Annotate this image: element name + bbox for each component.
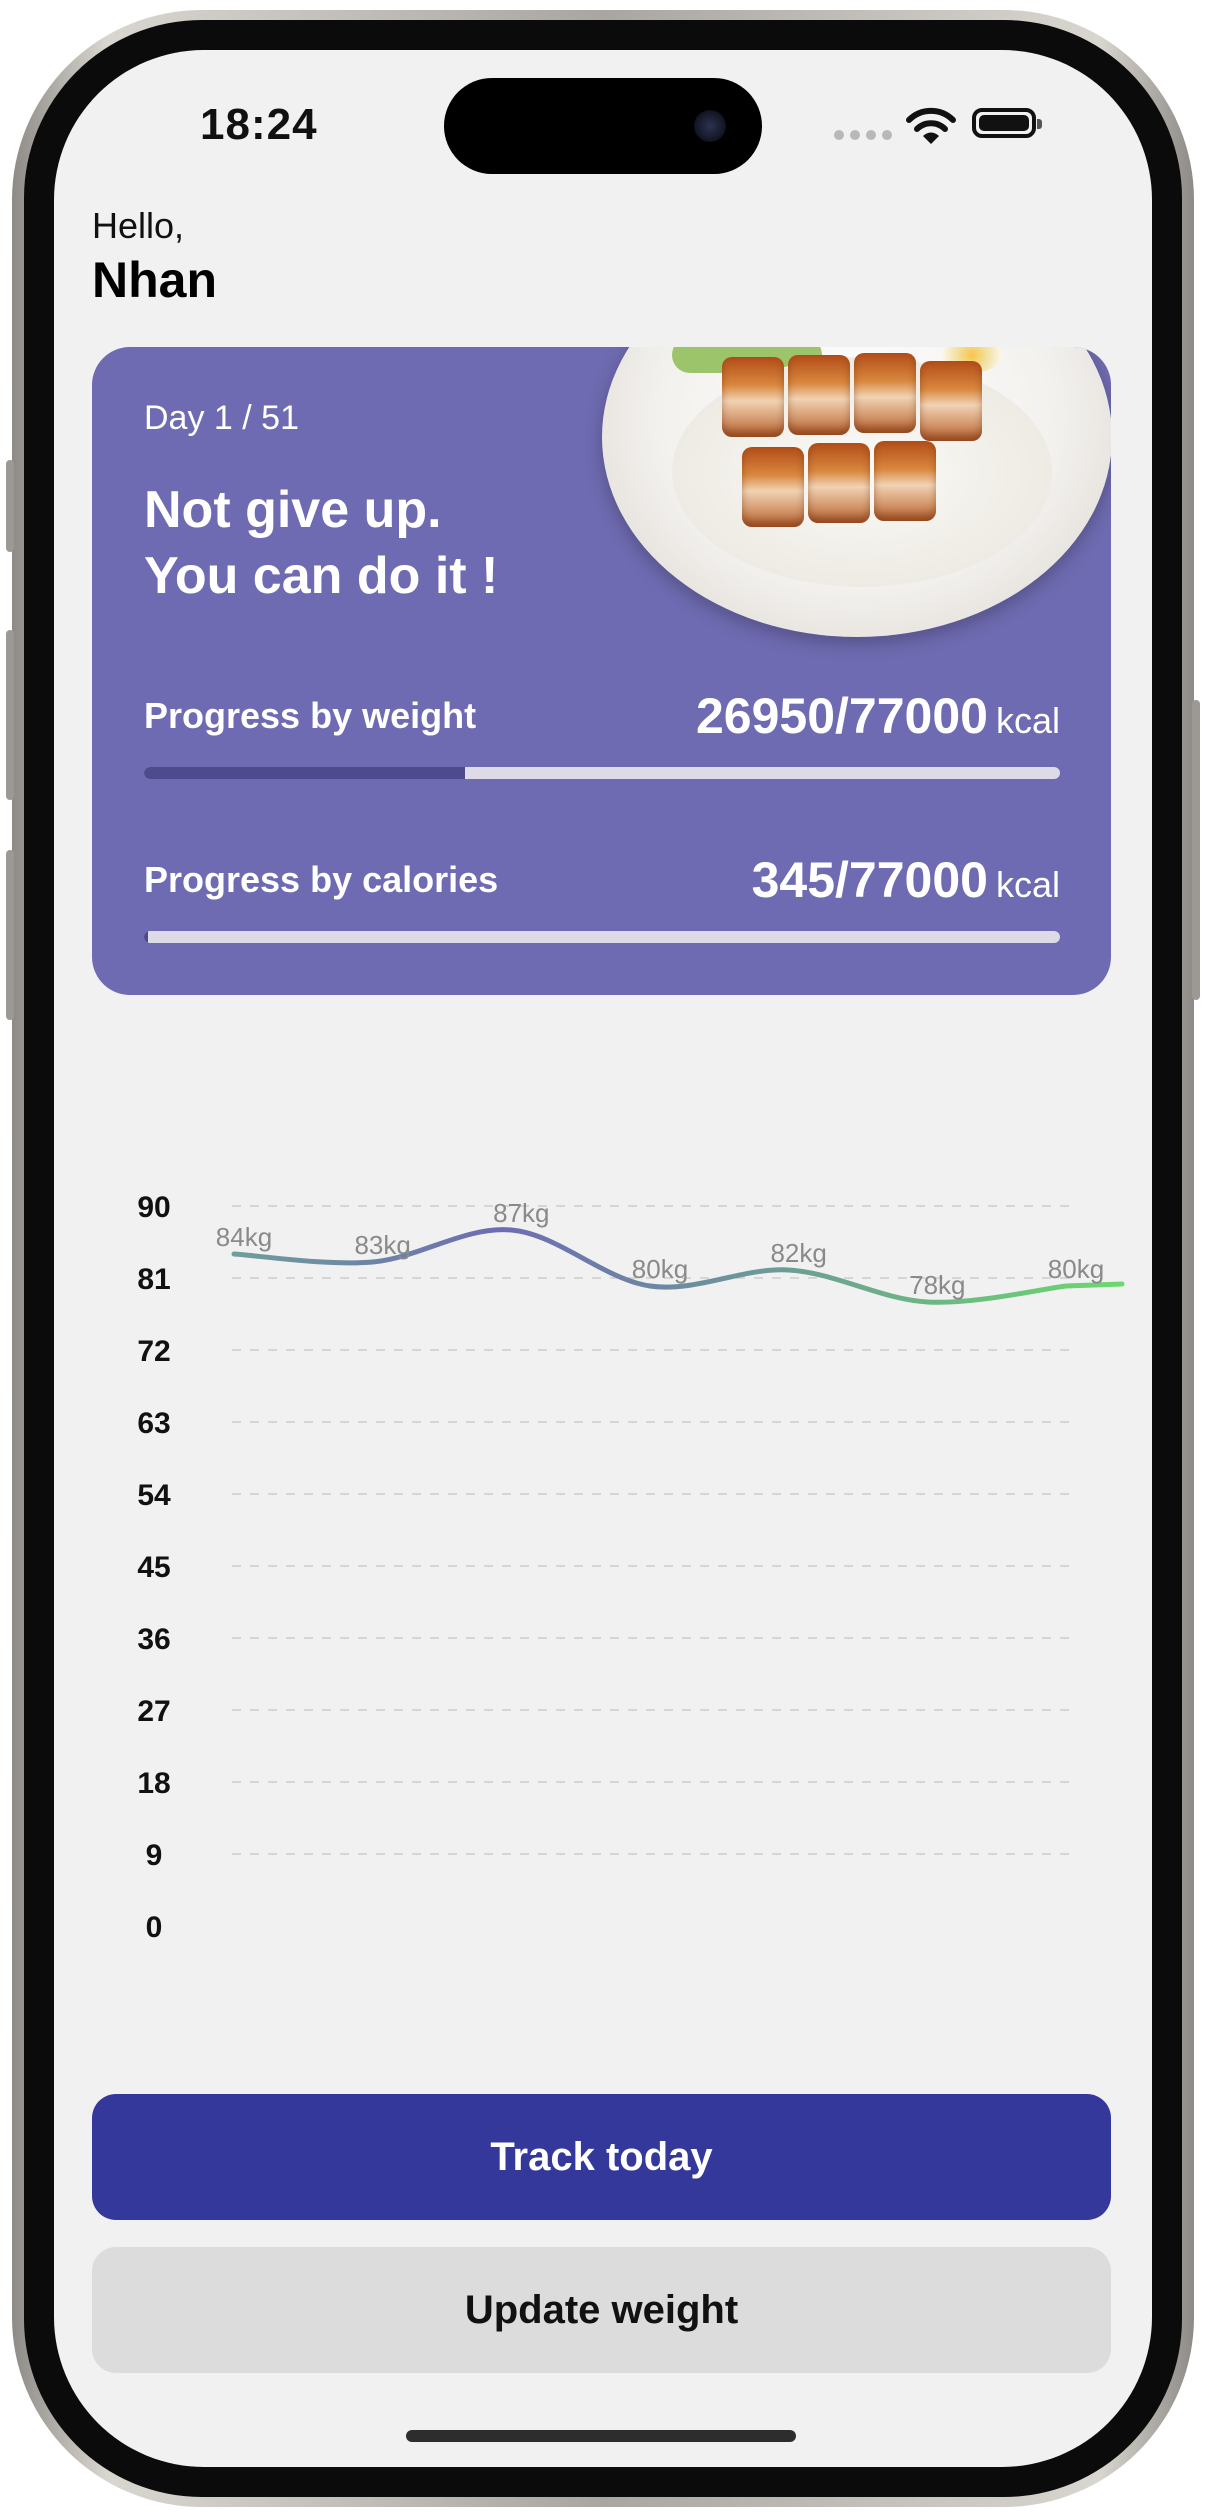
greeting-hello: Hello, [92, 205, 185, 246]
chart-point-labels: 84kg 83kg 87kg 80kg 82kg 78kg 80kg [216, 1198, 1104, 1300]
track-today-button[interactable]: Track today [92, 2094, 1111, 2220]
y-tick-label: 63 [137, 1407, 170, 1440]
power-button [1192, 700, 1200, 1000]
calories-progress-value: 345/77000 kcal [752, 851, 1060, 909]
greeting: Hello, Nhan [92, 205, 217, 309]
weight-progress-unit: kcal [995, 700, 1060, 741]
point-label: 80kg [632, 1254, 688, 1284]
wifi-icon [906, 107, 956, 144]
calories-progress-unit: kcal [995, 864, 1060, 905]
y-tick-label: 54 [137, 1479, 171, 1512]
point-label: 78kg [909, 1270, 965, 1300]
pork-piece [920, 361, 982, 441]
battery-icon [972, 108, 1042, 138]
calories-progress-amount: 345/77000 [751, 852, 988, 908]
y-tick-label: 27 [137, 1695, 170, 1728]
pork-piece [722, 357, 784, 437]
status-time: 18:24 [200, 100, 318, 149]
calories-progress-row: Progress by calories 345/77000 kcal [144, 851, 1060, 911]
point-label: 83kg [354, 1230, 410, 1260]
action-button [6, 460, 14, 552]
food-plate-image [602, 347, 1111, 637]
volume-down-button [6, 850, 14, 1020]
volume-up-button [6, 630, 14, 800]
weight-progress-bar [144, 767, 1060, 779]
calories-progress-label: Progress by calories [144, 859, 499, 900]
user-name: Nhan [92, 252, 217, 308]
front-camera-icon [694, 110, 726, 142]
pork-piece [874, 441, 936, 521]
update-weight-button[interactable]: Update weight [92, 2247, 1111, 2373]
status-bar: 18:24 [54, 50, 1152, 210]
y-tick-label: 18 [137, 1767, 170, 1800]
y-tick-label: 90 [137, 1191, 170, 1224]
y-tick-label: 36 [137, 1623, 170, 1656]
motto-line-2: You can do it ! [144, 547, 499, 605]
progress-card[interactable]: Day 1 / 51 Not give up. You can do it ! … [92, 347, 1111, 995]
weight-progress-amount: 26950/77000 [696, 688, 988, 744]
weight-progress-value: 26950/77000 kcal [696, 687, 1060, 745]
pork-piece [742, 447, 804, 527]
dynamic-island [444, 78, 762, 174]
motto-line-1: Not give up. [144, 481, 442, 539]
point-label: 80kg [1048, 1254, 1104, 1284]
weight-progress-row: Progress by weight 26950/77000 kcal [144, 687, 1060, 747]
y-tick-label: 81 [137, 1263, 170, 1296]
cellular-dots-icon [834, 130, 892, 140]
chart-grid [232, 1205, 1074, 1855]
pork-piece [854, 353, 916, 433]
calories-progress-fill [144, 931, 149, 943]
y-tick-label: 0 [146, 1911, 163, 1944]
weight-progress-label: Progress by weight [144, 695, 477, 736]
pork-piece [808, 443, 870, 523]
point-label: 87kg [493, 1198, 549, 1228]
weight-progress-fill [144, 767, 465, 779]
day-counter: Day 1 / 51 [144, 399, 299, 437]
y-tick-label: 72 [137, 1335, 170, 1368]
point-label: 82kg [770, 1238, 826, 1268]
y-tick-label: 9 [146, 1839, 163, 1872]
app-screen: 18:24 Hello, Nhan Day 1 [54, 50, 1152, 2467]
y-tick-label: 45 [137, 1551, 170, 1584]
calories-progress-bar [144, 931, 1060, 943]
pork-piece [788, 355, 850, 435]
point-label: 84kg [216, 1222, 272, 1252]
motivation-text: Not give up. You can do it ! [144, 477, 498, 609]
weight-series-line [231, 1227, 1125, 1305]
home-indicator[interactable] [406, 2430, 796, 2442]
